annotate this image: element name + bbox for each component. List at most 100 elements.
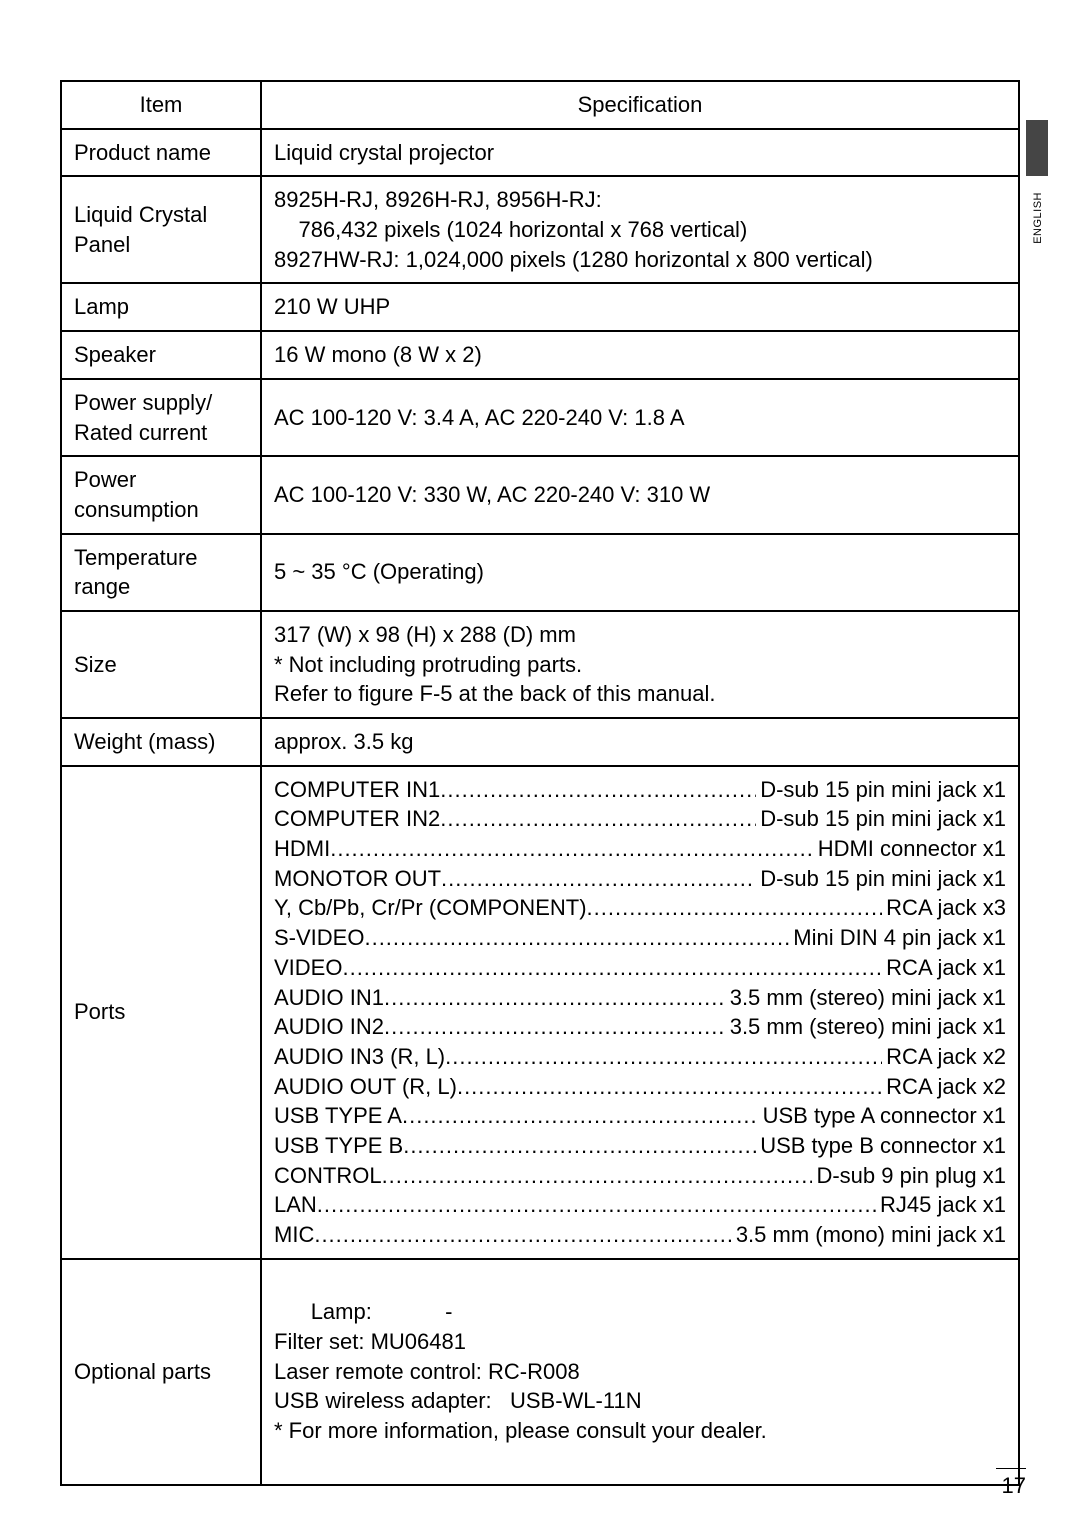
- port-name: USB TYPE B: [274, 1131, 403, 1161]
- text-line: Lamp: -: [311, 1299, 453, 1324]
- page-number: 17: [1002, 1473, 1026, 1499]
- port-name: CONTROL: [274, 1161, 382, 1191]
- port-name: LAN: [274, 1190, 317, 1220]
- row-value: 16 W mono (8 W x 2): [261, 331, 1019, 379]
- port-spec: 3.5 mm (stereo) mini jack x1: [726, 983, 1006, 1013]
- port-row: S-VIDEO Mini DIN 4 pin jack x1: [274, 923, 1006, 953]
- row-value: AC 100-120 V: 3.4 A, AC 220-240 V: 1.8 A: [261, 379, 1019, 456]
- port-name: MIC: [274, 1220, 314, 1250]
- row-value: 8925H-RJ, 8926H-RJ, 8956H-RJ: 786,432 pi…: [261, 176, 1019, 283]
- table-row: Liquid Crystal Panel 8925H-RJ, 8926H-RJ,…: [61, 176, 1019, 283]
- port-row: HDMI HDMI connector x1: [274, 834, 1006, 864]
- row-value: 317 (W) x 98 (H) x 288 (D) mm * Not incl…: [261, 611, 1019, 718]
- table-row: Weight (mass) approx. 3.5 kg: [61, 718, 1019, 766]
- leader-dots: [314, 1220, 731, 1250]
- port-row: MONOTOR OUT D-sub 15 pin mini jack x1: [274, 864, 1006, 894]
- port-row: AUDIO IN1 3.5 mm (stereo) mini jack x1: [274, 983, 1006, 1013]
- header-item: Item: [61, 81, 261, 129]
- row-label: Size: [61, 611, 261, 718]
- spec-table: Item Speciﬁcation Product name Liquid cr…: [60, 80, 1020, 1486]
- table-row: Temperature range 5 ~ 35 °C (Operating): [61, 534, 1019, 611]
- leader-dots: [384, 983, 726, 1013]
- header-spec: Speciﬁcation: [261, 81, 1019, 129]
- port-spec: RCA jack x1: [882, 953, 1006, 983]
- port-row: AUDIO IN2 3.5 mm (stereo) mini jack x1: [274, 1012, 1006, 1042]
- row-label: Temperature range: [61, 534, 261, 611]
- port-row: AUDIO IN3 (R, L) RCA jack x2: [274, 1042, 1006, 1072]
- row-label: Product name: [61, 129, 261, 177]
- port-name: COMPUTER IN2: [274, 804, 440, 834]
- port-row: AUDIO OUT (R, L) RCA jack x2: [274, 1072, 1006, 1102]
- leader-dots: [342, 953, 882, 983]
- table-row: Power supply/ Rated current AC 100-120 V…: [61, 379, 1019, 456]
- port-row: USB TYPE B USB type B connector x1: [274, 1131, 1006, 1161]
- port-spec: D-sub 9 pin plug x1: [812, 1161, 1006, 1191]
- text-line: 8925H-RJ, 8926H-RJ, 8956H-RJ:: [274, 187, 602, 212]
- port-spec: RCA jack x3: [882, 893, 1006, 923]
- leader-dots: [440, 775, 756, 805]
- table-row: Optional parts Lamp: -Filter set: MU0648…: [61, 1259, 1019, 1485]
- port-name: Y, Cb/Pb, Cr/Pr (COMPONENT): [274, 893, 587, 923]
- row-value: AC 100-120 V: 330 W, AC 220-240 V: 310 W: [261, 456, 1019, 533]
- row-label: Liquid Crystal Panel: [61, 176, 261, 283]
- leader-dots: [330, 834, 813, 864]
- port-spec: RJ45 jack x1: [876, 1190, 1006, 1220]
- port-row: Y, Cb/Pb, Cr/Pr (COMPONENT) RCA jack x3: [274, 893, 1006, 923]
- text-line: 317 (W) x 98 (H) x 288 (D) mm: [274, 622, 576, 647]
- text-line: Laser remote control: RC-R008: [274, 1359, 580, 1384]
- port-name: AUDIO IN3 (R, L): [274, 1042, 445, 1072]
- port-name: AUDIO IN1: [274, 983, 384, 1013]
- side-tab: [1026, 120, 1048, 176]
- row-label: Optional parts: [61, 1259, 261, 1485]
- port-name: AUDIO IN2: [274, 1012, 384, 1042]
- port-spec: D-sub 15 pin mini jack x1: [756, 864, 1006, 894]
- text-line: Refer to ﬁgure F-5 at the back of this m…: [274, 681, 715, 706]
- text-line: 8927HW-RJ: 1,024,000 pixels (1280 horizo…: [274, 247, 873, 272]
- port-spec: D-sub 15 pin mini jack x1: [756, 804, 1006, 834]
- row-label: Ports: [61, 766, 261, 1259]
- port-row: MIC 3.5 mm (mono) mini jack x1: [274, 1220, 1006, 1250]
- leader-dots: [445, 1042, 882, 1072]
- leader-dots: [364, 923, 789, 953]
- row-value: 210 W UHP: [261, 283, 1019, 331]
- port-row: COMPUTER IN1 D-sub 15 pin mini jack x1: [274, 775, 1006, 805]
- port-name: VIDEO: [274, 953, 342, 983]
- table-header-row: Item Speciﬁcation: [61, 81, 1019, 129]
- text-line: * For more information, please consult y…: [274, 1418, 767, 1443]
- table-row: Size 317 (W) x 98 (H) x 288 (D) mm * Not…: [61, 611, 1019, 718]
- table-row: Power consumption AC 100-120 V: 330 W, A…: [61, 456, 1019, 533]
- port-name: HDMI: [274, 834, 330, 864]
- language-label: ENGLISH: [1032, 192, 1044, 244]
- leader-dots: [441, 864, 756, 894]
- port-name: COMPUTER IN1: [274, 775, 440, 805]
- text-line: USB wireless adapter: USB-WL-11N: [274, 1388, 642, 1413]
- footer-rule: [996, 1468, 1026, 1469]
- row-value: approx. 3.5 kg: [261, 718, 1019, 766]
- table-row: Lamp 210 W UHP: [61, 283, 1019, 331]
- text-line: 786,432 pixels (1024 horizontal x 768 ve…: [298, 217, 747, 242]
- port-spec: 3.5 mm (mono) mini jack x1: [732, 1220, 1006, 1250]
- port-row: USB TYPE A USB type A connector x1: [274, 1101, 1006, 1131]
- row-value: Liquid crystal projector: [261, 129, 1019, 177]
- port-spec: Mini DIN 4 pin jack x1: [789, 923, 1006, 953]
- row-value: Lamp: -Filter set: MU06481Laser remote c…: [261, 1259, 1019, 1485]
- port-name: MONOTOR OUT: [274, 864, 441, 894]
- leader-dots: [587, 893, 883, 923]
- row-label: Lamp: [61, 283, 261, 331]
- table-row: Product name Liquid crystal projector: [61, 129, 1019, 177]
- port-spec: USB type A connector x1: [759, 1101, 1006, 1131]
- port-name: USB TYPE A: [274, 1101, 402, 1131]
- port-spec: USB type B connector x1: [756, 1131, 1006, 1161]
- port-spec: D-sub 15 pin mini jack x1: [756, 775, 1006, 805]
- leader-dots: [403, 1131, 756, 1161]
- text-line: * Not including protruding parts.: [274, 652, 582, 677]
- port-row: VIDEO RCA jack x1: [274, 953, 1006, 983]
- leader-dots: [457, 1072, 882, 1102]
- leader-dots: [440, 804, 756, 834]
- port-name: AUDIO OUT (R, L): [274, 1072, 457, 1102]
- row-label: Power consumption: [61, 456, 261, 533]
- port-row: COMPUTER IN2 D-sub 15 pin mini jack x1: [274, 804, 1006, 834]
- row-value: COMPUTER IN1 D-sub 15 pin mini jack x1CO…: [261, 766, 1019, 1259]
- port-row: CONTROL D-sub 9 pin plug x1: [274, 1161, 1006, 1191]
- table-row: Ports COMPUTER IN1 D-sub 15 pin mini jac…: [61, 766, 1019, 1259]
